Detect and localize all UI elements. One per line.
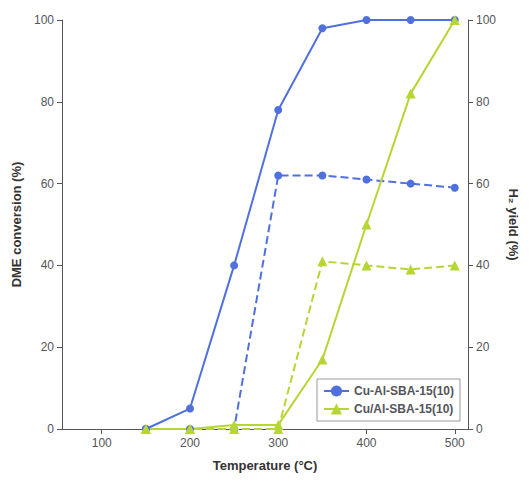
svg-text:80: 80 xyxy=(41,95,55,109)
svg-text:100: 100 xyxy=(34,13,54,27)
svg-text:100: 100 xyxy=(92,436,112,450)
svg-text:500: 500 xyxy=(445,436,465,450)
svg-text:Temperature (°C): Temperature (°C) xyxy=(213,458,318,473)
svg-text:Cu-Al-SBA-15(10): Cu-Al-SBA-15(10) xyxy=(354,384,454,398)
svg-text:0: 0 xyxy=(476,422,483,436)
svg-text:40: 40 xyxy=(41,258,55,272)
svg-text:H₂ yield (%): H₂ yield (%) xyxy=(506,188,521,260)
svg-text:0: 0 xyxy=(47,422,54,436)
svg-text:Cu/Al-SBA-15(10): Cu/Al-SBA-15(10) xyxy=(354,402,453,416)
svg-text:200: 200 xyxy=(180,436,200,450)
svg-text:40: 40 xyxy=(476,258,490,272)
svg-text:DME conversion (%): DME conversion (%) xyxy=(9,162,24,288)
svg-text:60: 60 xyxy=(41,177,55,191)
svg-text:400: 400 xyxy=(356,436,376,450)
svg-text:100: 100 xyxy=(476,13,496,27)
svg-text:20: 20 xyxy=(41,340,55,354)
svg-text:20: 20 xyxy=(476,340,490,354)
svg-text:80: 80 xyxy=(476,95,490,109)
svg-text:60: 60 xyxy=(476,177,490,191)
svg-text:300: 300 xyxy=(268,436,288,450)
